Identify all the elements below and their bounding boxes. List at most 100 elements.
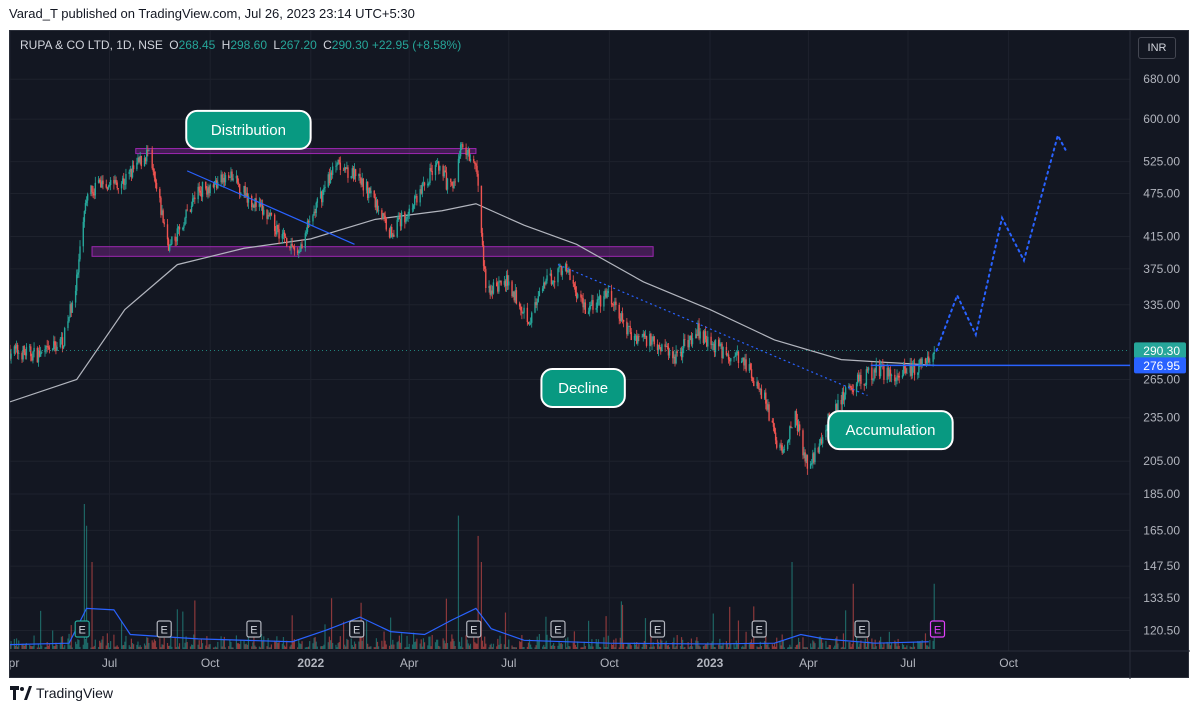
volume-bar (351, 645, 353, 649)
candle-body (867, 367, 870, 371)
volume-bar (97, 647, 100, 649)
candle-body (174, 236, 176, 241)
candle-body (102, 180, 104, 185)
earnings-box (246, 620, 262, 638)
volume-bar (222, 639, 224, 649)
candle-body (338, 159, 340, 163)
candle-body (626, 321, 628, 335)
candle-body (190, 205, 193, 212)
candle-body (327, 174, 329, 187)
candle-body (312, 215, 314, 222)
candle-body (194, 197, 196, 200)
candle-body (603, 296, 605, 307)
volume-bar (610, 644, 613, 649)
candle-body (605, 290, 607, 298)
volume-bar (843, 647, 846, 649)
volume-bar (720, 645, 722, 649)
candle-body (139, 155, 141, 163)
candle-body (366, 181, 369, 198)
candle-body (725, 347, 728, 356)
candle-body (143, 158, 146, 167)
candle-body (159, 188, 161, 198)
candle-body (699, 331, 701, 339)
open-value: 268.45 (178, 38, 216, 52)
candle-body (13, 346, 16, 354)
candle-body (473, 158, 475, 162)
volume-bar (442, 638, 444, 649)
earnings-label: E (934, 625, 941, 637)
volume-bar (254, 645, 256, 649)
candle-body (422, 182, 425, 184)
candle-body (343, 167, 346, 171)
candle-body (254, 198, 256, 208)
volume-bar (696, 637, 698, 649)
volume-bar (675, 646, 677, 649)
volume-bar (530, 644, 532, 649)
volume-bar (306, 647, 309, 649)
candle-body (791, 427, 793, 429)
currency-button[interactable]: INR (1138, 37, 1176, 59)
candle-body (643, 333, 646, 337)
volume-bar (445, 598, 448, 649)
candle-body (642, 333, 644, 337)
candle-body (683, 339, 685, 349)
candle-body (308, 221, 311, 223)
candle-body (681, 348, 684, 358)
volume-bar (189, 646, 192, 649)
candle-body (485, 269, 487, 288)
candle-body (702, 331, 705, 343)
candle-body (513, 291, 515, 301)
candle-body (710, 336, 712, 345)
candle-body (560, 265, 562, 275)
volume-bar (309, 641, 311, 649)
candle-body (598, 295, 601, 300)
volume-bar (657, 641, 660, 649)
candle-body (650, 333, 652, 345)
candle-body (506, 275, 509, 286)
price-chart[interactable]: Distribution Decline Accumulation E E E E E E E E E… (10, 31, 1190, 679)
volume-bar (727, 647, 730, 649)
volume-bar (771, 644, 773, 649)
candle-body (674, 356, 676, 364)
candle-body (607, 291, 609, 293)
candle-body (337, 159, 339, 165)
candle-body (773, 426, 776, 433)
volume-bar (420, 639, 422, 649)
volume-bar (200, 639, 203, 649)
volume-bar (316, 646, 318, 649)
volume-bar (235, 635, 238, 649)
volume-bar (347, 639, 349, 649)
candle-body (276, 224, 278, 235)
volume-bar (881, 644, 883, 649)
candle-body (610, 291, 613, 305)
volume-bar (114, 646, 116, 649)
candle-body (183, 225, 185, 228)
volume-bar (492, 643, 495, 649)
chart-panel[interactable]: Distribution Decline Accumulation E E E E E E E E E… (9, 30, 1190, 679)
candle-body (613, 304, 615, 306)
candle-body (18, 353, 20, 354)
volume-bar (806, 647, 808, 649)
volume-bar (25, 643, 28, 649)
candle-body (389, 226, 392, 238)
volume-bar (850, 646, 852, 649)
volume-bar (515, 647, 518, 649)
candle-body (591, 300, 593, 305)
candle-body (894, 374, 896, 382)
candle-body (630, 332, 632, 341)
candle-body (726, 354, 729, 356)
candle-body (222, 177, 224, 183)
volume-bar (554, 645, 556, 649)
volume-bar (281, 643, 283, 649)
price-tick-label: 335.00 (1143, 298, 1180, 312)
candle-body (749, 364, 752, 370)
candle-body (324, 186, 326, 189)
volume-bar (852, 583, 854, 649)
volume-bar (605, 616, 607, 649)
candle-body (811, 462, 813, 464)
candle-body (673, 356, 675, 359)
candle-body (431, 170, 433, 175)
volume-bar (36, 647, 38, 649)
volume-bar (574, 644, 577, 649)
candle-body (836, 404, 838, 414)
